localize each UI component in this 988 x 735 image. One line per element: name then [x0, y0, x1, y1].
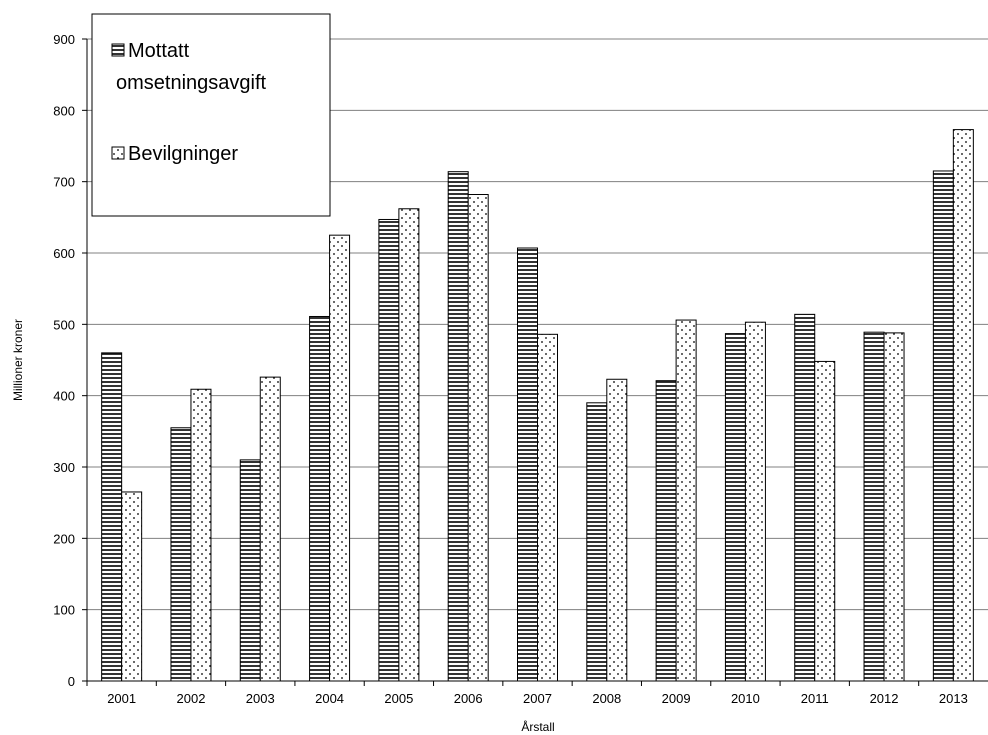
y-tick-label: 300 [53, 460, 75, 475]
bar-bevilgninger-2005 [398, 208, 420, 682]
legend-label-mottatt-line1: Mottatt [128, 40, 190, 62]
bars [101, 129, 974, 682]
bar-bevilgninger-2009 [675, 319, 697, 682]
bar-mottatt-2005 [378, 218, 400, 682]
bar-mottatt-2007 [517, 247, 538, 682]
bar-bevilgninger-2003 [259, 376, 281, 682]
x-axis-title: Årstall [521, 719, 554, 734]
bar-bevilgninger-2013 [952, 129, 974, 682]
bar-mottatt-2010 [724, 333, 746, 682]
bar-mottatt-2001 [101, 352, 123, 682]
x-tick-label-2013: 2013 [939, 691, 968, 706]
bar-mottatt-2003 [239, 459, 261, 682]
y-tick-label: 500 [53, 317, 75, 332]
legend-swatch-mottatt [111, 43, 125, 57]
y-tick-label: 200 [53, 531, 75, 546]
y-tick-label: 400 [53, 389, 75, 404]
bar-mottatt-2008 [586, 402, 608, 682]
y-tick-labels: 0 100 200 300 400 500 600 700 800 900 [53, 32, 87, 689]
bar-bevilgninger-2011 [814, 360, 836, 682]
bar-mottatt-2006 [447, 171, 469, 682]
legend-label-mottatt-line2: omsetningsavgift [116, 72, 267, 94]
bar-bevilgninger-2012 [883, 332, 905, 682]
bar-bevilgninger-2001 [121, 491, 143, 682]
axes [86, 39, 988, 682]
x-tick-label-2007: 2007 [523, 691, 552, 706]
x-tick-label-2008: 2008 [592, 691, 621, 706]
legend-box [91, 13, 331, 217]
x-tick-labels: 2001 2002 2003 2004 2005 2006 2007 2008 2009 2010… [86, 681, 968, 706]
y-tick-label: 900 [53, 32, 75, 47]
bar-bevilgninger-2007 [537, 333, 558, 682]
x-tick-label-2002: 2002 [177, 691, 206, 706]
y-tick-label: 700 [53, 175, 75, 190]
y-tick-label: 0 [68, 674, 75, 689]
x-tick-label-2012: 2012 [870, 691, 899, 706]
legend-label-bevilgninger: Bevilgninger [128, 143, 238, 165]
bar-bevilgninger-2004 [329, 234, 351, 682]
bar-bevilgninger-2006 [467, 194, 489, 682]
y-tick-label: 600 [53, 246, 75, 261]
bar-bevilgninger-2010 [744, 321, 766, 682]
bar-bevilgninger-2008 [606, 378, 628, 682]
bar-mottatt-2011 [794, 313, 816, 682]
bar-mottatt-2002 [170, 427, 192, 682]
x-tick-label-2011: 2011 [801, 691, 829, 706]
y-tick-label: 800 [53, 103, 75, 118]
bar-mottatt-2012 [863, 331, 885, 682]
x-tick-label-2006: 2006 [454, 691, 483, 706]
x-tick-label-2009: 2009 [662, 691, 691, 706]
bar-mottatt-2009 [655, 380, 677, 682]
bar-bevilgninger-2002 [190, 388, 212, 682]
legend-swatch-bevilgninger [111, 146, 125, 160]
bar-mottatt-2013 [932, 170, 954, 682]
y-tick-label: 100 [53, 603, 75, 618]
legend: Mottatt omsetningsavgift Bevilgninger [91, 13, 331, 217]
x-tick-label-2010: 2010 [731, 691, 760, 706]
x-tick-label-2004: 2004 [315, 691, 344, 706]
x-tick-label-2003: 2003 [246, 691, 275, 706]
x-tick-label-2001: 2001 [107, 691, 136, 706]
bar-mottatt-2004 [309, 315, 331, 682]
x-tick-label-2005: 2005 [384, 691, 413, 706]
y-axis-title: Millioner kroner [11, 319, 25, 401]
